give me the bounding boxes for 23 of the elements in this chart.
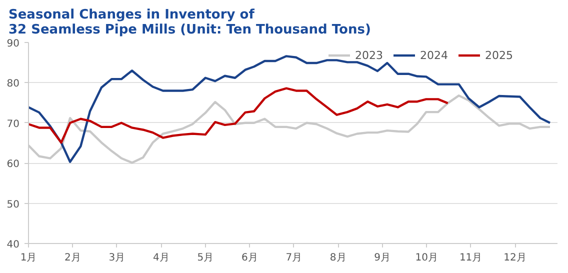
x-tick-label: 2月 [64,252,81,264]
x-tick-label: 6月 [241,252,258,264]
line-series [28,87,449,144]
chart-title: Seasonal Changes in Inventory of 32 Seamless Pipe Mills (Unit: Ten Thousand Tons) [8,8,371,38]
legend-label: 2024 [420,48,448,62]
x-tick-label: 4月 [153,252,170,264]
y-tick-label: 70 [6,118,20,130]
x-tick-label: 12月 [504,252,526,264]
x-tick-label: 11月 [459,252,482,264]
y-tick-label: 60 [6,159,20,170]
x-tick-label: 3月 [108,252,126,264]
y-tick-label: 50 [6,199,20,210]
x-tick-label: 5月 [197,252,214,264]
legend-label: 2023 [355,48,383,62]
y-tick-label: 80 [6,78,20,90]
x-tick-label: 10月 [415,252,438,264]
y-tick-label: 90 [6,38,20,50]
x-tick-label: 9月 [374,252,391,264]
x-tick-label: 7月 [286,252,302,264]
legend-label: 2025 [485,48,513,62]
x-tick-label: 1月 [20,252,37,264]
y-tick-label: 40 [6,240,20,250]
x-tick-label: 8月 [330,252,346,264]
